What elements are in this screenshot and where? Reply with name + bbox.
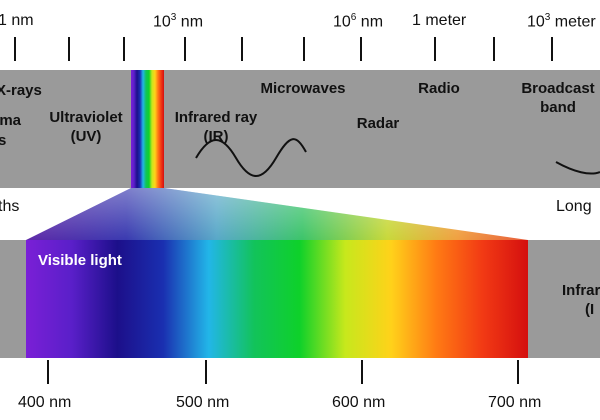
nm-label-500: 500 nm xyxy=(176,394,230,411)
infrared-wave-icon xyxy=(195,138,307,177)
em-spectrum-band xyxy=(0,70,600,188)
broadcast-label-line1: Broadcast xyxy=(521,80,595,97)
broadcast-label-line2: band xyxy=(540,99,576,116)
top-tick xyxy=(493,37,495,61)
top-tick xyxy=(68,37,70,61)
longer-wavelengths-label: Long xyxy=(556,198,592,215)
infrared-label-line2: (I xyxy=(585,301,595,318)
visible-light-label: Visible light xyxy=(38,252,122,269)
top-tick xyxy=(434,37,436,61)
scale-label-1meter: 1 meter xyxy=(412,12,467,29)
top-tick xyxy=(303,37,305,61)
nm-label-600: 600 nm xyxy=(332,394,386,411)
shorter-wavelengths-label: ths xyxy=(0,198,20,215)
gamma-label-line2: s xyxy=(0,132,7,149)
top-tick xyxy=(14,37,16,61)
uv-label-line1: Ultraviolet xyxy=(49,109,123,126)
gamma-label-line1: mma xyxy=(0,112,22,129)
top-tick xyxy=(360,37,362,61)
top-tick xyxy=(123,37,125,61)
nm-label-700: 700 nm xyxy=(488,394,542,411)
scale-label-1e6nm: 106 nm xyxy=(333,12,384,31)
top-tick xyxy=(241,37,243,61)
radar-label: Radar xyxy=(356,115,400,132)
top-tick xyxy=(551,37,553,61)
radio-label: Radio xyxy=(418,80,460,97)
broadcast-wave-curve xyxy=(555,161,600,175)
scale-label-1e3meter: 103 meter xyxy=(527,12,596,31)
uv-label-line2: (UV) xyxy=(70,128,102,145)
xrays-label: X-rays xyxy=(0,82,42,99)
infrared-label-line1: Infrar xyxy=(562,282,600,299)
visible-spectrum-bar xyxy=(26,240,528,358)
ir-label-line2: (IR) xyxy=(203,128,229,145)
visible-spectrum-strip xyxy=(131,70,164,188)
top-tick xyxy=(184,37,186,61)
nm-label-400: 400 nm xyxy=(18,394,72,411)
scale-label-1e3nm: 103 nm xyxy=(153,12,204,31)
scale-label-1nm: 1 nm xyxy=(0,12,34,29)
visible-expansion-fan-highlight xyxy=(26,188,528,240)
microwaves-label: Microwaves xyxy=(260,80,346,97)
ir-label-line1: Infrared ray xyxy=(174,109,258,126)
